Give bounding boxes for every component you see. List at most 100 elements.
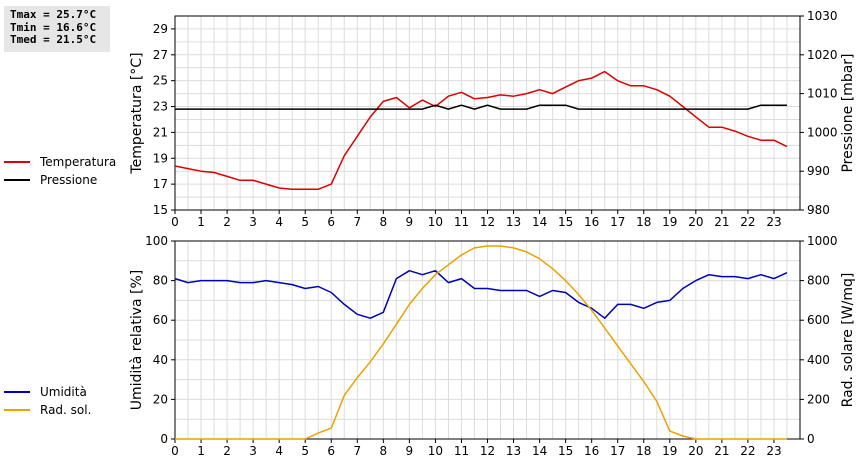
- x-tick-label: 6: [327, 444, 335, 458]
- y2-tick-label: 800: [807, 274, 830, 288]
- x-tick-label: 22: [740, 444, 755, 458]
- x-tick-label: 18: [636, 215, 651, 229]
- x-tick-label: 17: [610, 215, 625, 229]
- y2-tick-label: 400: [807, 353, 830, 367]
- series-line-temperatura: [174, 70, 788, 191]
- y2-tick-label: 600: [807, 313, 830, 327]
- legend-label-temperatura: Temperatura: [40, 155, 117, 169]
- x-tick-label: 14: [532, 215, 547, 229]
- x-tick-label: 16: [584, 215, 599, 229]
- series-line-rad-sol-: [175, 245, 787, 440]
- x-tick-label: 6: [327, 215, 335, 229]
- x-tick-label: 10: [428, 444, 443, 458]
- y-axis-label: Umidità relativa [%]: [129, 270, 145, 411]
- y-tick-label: 17: [153, 177, 168, 191]
- x-tick-label: 13: [506, 444, 521, 458]
- x-tick-label: 23: [766, 215, 781, 229]
- y2-tick-label: 1000: [807, 125, 838, 139]
- y-tick-label: 20: [153, 392, 168, 406]
- tmax-label: Tmax = 25.7°C: [10, 8, 97, 21]
- x-tick-label: 12: [480, 215, 495, 229]
- x-tick-label: 0: [171, 444, 179, 458]
- x-tick-label: 13: [506, 215, 521, 229]
- y-tick-label: 60: [153, 313, 168, 327]
- x-tick-label: 19: [662, 444, 677, 458]
- chart-panel-0: 0 1 2 3 4 5 6 7 8 9 10 11 12 13 14 15 16 17 18 19 20 21 22 2315…: [129, 9, 856, 229]
- legend-item-radsol: Rad. sol.: [4, 401, 91, 419]
- y2-axis-label: Pressione [mbar]: [840, 53, 856, 172]
- x-tick-label: 20: [688, 444, 703, 458]
- x-tick-label: 14: [532, 444, 547, 458]
- x-tick-label: 3: [249, 444, 257, 458]
- legend-swatch-radsol: [4, 409, 30, 411]
- chart-panel-1: 0 1 2 3 4 5 6 7 8 9 10 11 12 13 14 15 16 17 18 19 20 21 22 2302…: [129, 234, 856, 458]
- x-tick-label: 20: [688, 215, 703, 229]
- x-tick-label: 19: [662, 215, 677, 229]
- x-tick-label: 3: [249, 215, 257, 229]
- legend-item-pressione: Pressione: [4, 171, 116, 189]
- x-tick-label: 11: [454, 215, 469, 229]
- x-tick-label: 17: [610, 444, 625, 458]
- tmin-label: Tmin = 16.6°C: [10, 20, 97, 34]
- series-line-pressione: [175, 104, 787, 110]
- x-tick-label: 9: [406, 444, 414, 458]
- legend-top: Temperatura Pressione: [4, 153, 116, 189]
- y2-tick-label: 1030: [807, 9, 838, 23]
- y-tick-label: 0: [160, 432, 168, 446]
- x-tick-label: 7: [353, 444, 361, 458]
- x-tick-label: 10: [428, 215, 443, 229]
- y-tick-label: 40: [153, 353, 168, 367]
- x-tick-label: 18: [636, 444, 651, 458]
- x-tick-label: 21: [714, 215, 729, 229]
- y-tick-label: 21: [153, 125, 168, 139]
- x-tick-label: 4: [275, 215, 283, 229]
- x-tick-label: 8: [380, 215, 388, 229]
- x-tick-label: 2: [223, 444, 231, 458]
- x-tick-label: 2: [223, 215, 231, 229]
- x-tick-label: 0: [171, 215, 179, 229]
- x-tick-label: 12: [480, 444, 495, 458]
- x-tick-label: 1: [197, 215, 205, 229]
- tmed-label: Tmed = 21.5°C: [10, 33, 97, 46]
- y2-tick-label: 1020: [807, 48, 838, 62]
- series-line-umidit-: [174, 269, 788, 319]
- legend-item-temperatura: Temperatura: [4, 153, 116, 171]
- x-tick-label: 16: [584, 444, 599, 458]
- x-tick-label: 8: [380, 444, 388, 458]
- y2-tick-label: 990: [807, 164, 830, 178]
- legend-swatch-umidita: [4, 391, 30, 393]
- legend-item-umidita: Umidità: [4, 383, 91, 401]
- x-tick-label: 23: [766, 444, 781, 458]
- legend-swatch-temperatura: [4, 161, 30, 163]
- x-tick-label: 5: [301, 215, 309, 229]
- y-tick-label: 23: [153, 100, 168, 114]
- y-tick-label: 27: [153, 48, 168, 62]
- y2-tick-label: 0: [807, 432, 815, 446]
- y-tick-label: 100: [145, 234, 168, 248]
- legend-label-radsol: Rad. sol.: [40, 403, 92, 417]
- y2-axis-label: Rad. solare [W/mq]: [840, 273, 856, 408]
- y-tick-label: 80: [153, 274, 168, 288]
- x-tick-label: 15: [558, 215, 573, 229]
- legend-label-umidita: Umidità: [40, 385, 87, 399]
- y-tick-label: 25: [153, 74, 168, 88]
- y2-tick-label: 1000: [807, 234, 838, 248]
- y2-tick-label: 1010: [807, 87, 838, 101]
- legend-label-pressione: Pressione: [40, 173, 98, 187]
- y-tick-label: 19: [153, 151, 168, 165]
- x-tick-label: 9: [406, 215, 414, 229]
- x-tick-label: 11: [454, 444, 469, 458]
- y-tick-label: 29: [153, 22, 168, 36]
- x-tick-label: 7: [353, 215, 361, 229]
- x-tick-label: 21: [714, 444, 729, 458]
- y-axis-label: Temperatura [°C]: [129, 52, 145, 174]
- y-tick-label: 15: [153, 203, 168, 217]
- y2-tick-label: 980: [807, 203, 830, 217]
- x-tick-label: 5: [301, 444, 309, 458]
- stats-box: Tmax = 25.7°C Tmin = 16.6°C Tmed = 21.5°…: [4, 6, 110, 52]
- y2-tick-label: 200: [807, 392, 830, 406]
- x-tick-label: 1: [197, 444, 205, 458]
- x-tick-label: 22: [740, 215, 755, 229]
- x-tick-label: 15: [558, 444, 573, 458]
